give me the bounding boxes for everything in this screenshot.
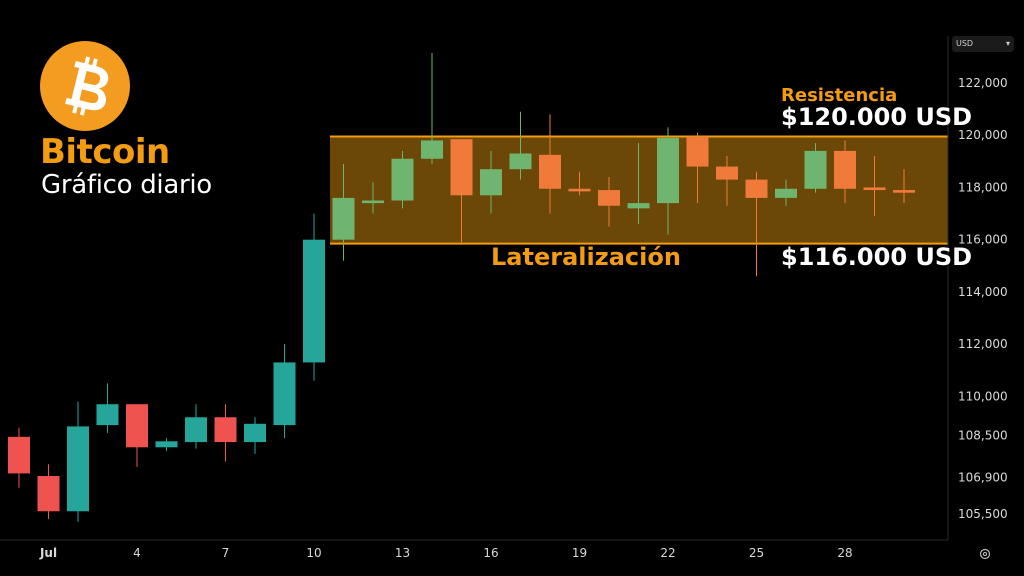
candle-body [863, 187, 886, 191]
x-tick-label: 19 [572, 546, 587, 560]
candle [804, 143, 827, 193]
candle-body [657, 137, 679, 204]
candle-body [421, 140, 443, 159]
y-tick-label: 110,000 [958, 389, 1008, 403]
candle-body [509, 153, 532, 170]
candle [332, 163, 355, 261]
candle [834, 140, 856, 204]
candle [480, 150, 502, 214]
candle-body [273, 362, 296, 426]
candle-body [244, 423, 266, 443]
candle [185, 404, 207, 449]
candle [67, 401, 89, 522]
candle-body [775, 188, 797, 198]
candle-body [804, 150, 827, 189]
candle [657, 127, 679, 235]
candle [539, 114, 561, 214]
candle [863, 156, 886, 217]
y-tick-label: 105,500 [958, 507, 1008, 521]
candle [155, 438, 178, 452]
candle [893, 169, 915, 204]
candle [509, 111, 532, 180]
candle-body [126, 404, 148, 448]
candle-body [893, 190, 915, 193]
candle [450, 139, 473, 245]
x-tick-label: 22 [660, 546, 675, 560]
x-tick-label: 10 [306, 546, 321, 560]
chart-subtitle: Gráfico diario [41, 170, 212, 200]
candle-body [37, 476, 60, 512]
resistance-label: Resistencia [781, 85, 898, 106]
candle [214, 404, 237, 462]
candle [775, 179, 797, 206]
candle-body [67, 426, 89, 512]
x-tick-label: Jul [39, 546, 57, 560]
candle-body [362, 200, 384, 204]
y-tick-label: 118,000 [958, 180, 1008, 194]
candle [745, 171, 768, 277]
candle [126, 404, 148, 467]
candle-body [716, 166, 738, 180]
candle-body [96, 404, 119, 426]
candle-body [568, 188, 591, 192]
candle-body [450, 139, 473, 196]
currency-value: USD [956, 39, 974, 48]
candle [244, 417, 266, 454]
y-tick-label: 112,000 [958, 337, 1008, 351]
candle [598, 177, 620, 227]
lateralization-label: Lateralización [491, 243, 681, 271]
candle-body [332, 197, 355, 240]
candle [627, 143, 650, 225]
candle-body [185, 417, 207, 443]
candle-body [686, 136, 709, 167]
candle-body [539, 154, 561, 189]
candle [391, 150, 414, 209]
resistance-value: $120.000 USD [781, 103, 973, 131]
y-tick-label: 114,000 [958, 285, 1008, 299]
candle-body [598, 190, 620, 206]
candle [686, 132, 709, 204]
candle-body [155, 441, 178, 448]
x-tick-label: 4 [133, 546, 141, 560]
candle-body [391, 158, 414, 201]
candle [421, 52, 443, 164]
candle [362, 182, 384, 214]
candle [37, 464, 60, 520]
candle-body [627, 203, 650, 209]
candle [716, 156, 738, 206]
y-tick-label: 122,000 [958, 76, 1008, 90]
candle [303, 213, 325, 381]
candle-body [745, 179, 768, 198]
candle-body [480, 169, 502, 196]
x-tick-label: 7 [222, 546, 230, 560]
y-tick-label: 120,000 [958, 128, 1008, 142]
x-tick-label: 25 [749, 546, 764, 560]
candle-body [214, 417, 237, 443]
support-value: $116.000 USD [781, 243, 973, 271]
x-tick-label: 13 [395, 546, 410, 560]
chevron-down-icon: ▾ [1005, 39, 1010, 48]
y-tick-label: 116,000 [958, 233, 1008, 247]
candle [568, 171, 591, 196]
y-tick-label: 108,500 [958, 429, 1008, 443]
candle [273, 344, 296, 439]
candle-body [303, 239, 325, 363]
candle-body [834, 150, 856, 189]
candle-body [8, 436, 30, 474]
x-tick-label: 28 [837, 546, 852, 560]
gear-icon[interactable] [978, 546, 992, 560]
chart-title: Bitcoin [40, 132, 170, 172]
y-tick-label: 106,900 [958, 470, 1008, 484]
currency-select[interactable]: USD ▾ [952, 36, 1014, 52]
x-tick-label: 16 [483, 546, 498, 560]
candle [96, 383, 119, 433]
bitcoin-logo-icon [40, 41, 130, 131]
candle [8, 427, 30, 488]
